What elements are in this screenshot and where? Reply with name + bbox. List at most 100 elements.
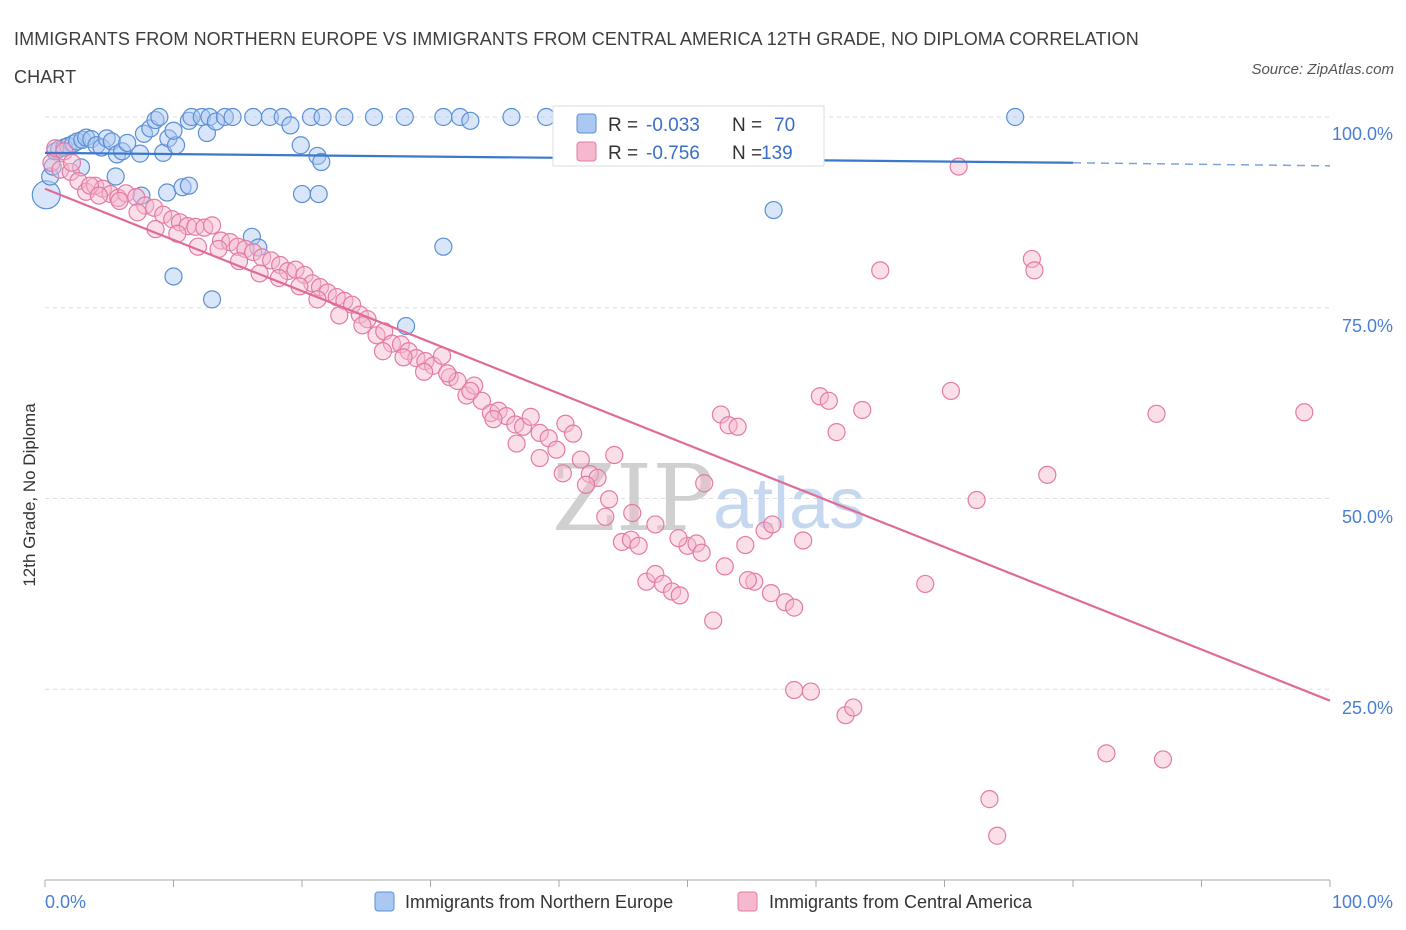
correlation-legend: R = -0.033 N = 70 R = -0.756 N = 139 [552, 105, 825, 167]
data-point-northern-europe [364, 107, 384, 127]
data-point-central-america [394, 348, 413, 367]
legend-r-label: R = [608, 143, 638, 164]
data-point-northern-europe [206, 112, 226, 131]
data-point-central-america [623, 503, 642, 523]
gridlines [45, 116, 1330, 690]
legend-box [552, 105, 825, 167]
data-point-northern-europe [215, 107, 234, 127]
data-point-central-america [704, 611, 723, 630]
data-point-northern-europe [179, 176, 199, 195]
data-point-northern-europe [192, 107, 211, 127]
data-point-central-america [438, 364, 457, 383]
data-point-central-america [547, 440, 566, 459]
data-point-central-america [715, 557, 734, 576]
data-point-northern-europe [292, 184, 312, 204]
data-point-northern-europe [309, 184, 328, 204]
data-point-central-america [145, 198, 164, 217]
data-point-central-america [1295, 403, 1314, 422]
legend-r-label: R = [608, 115, 638, 136]
data-point-northern-europe [434, 237, 453, 256]
y-tick-label: 50.0% [1342, 507, 1393, 527]
data-point-central-america [1153, 750, 1173, 769]
data-point-central-america [1038, 465, 1057, 484]
data-point-central-america [1025, 261, 1044, 280]
legend-n-label: N = [732, 143, 762, 164]
data-point-northern-europe [461, 111, 480, 130]
data-point-northern-europe [1006, 107, 1025, 127]
y-axis-label: 12th Grade, No Diploma [20, 403, 39, 587]
data-point-central-america [844, 698, 863, 717]
series-central-america [42, 107, 1314, 845]
data-point-northern-europe [502, 107, 521, 127]
trend-line-central-america [44, 187, 1331, 702]
data-point-central-america [423, 356, 443, 375]
data-point-central-america [980, 790, 999, 809]
data-point-northern-europe [182, 107, 201, 127]
data-point-central-america [728, 417, 747, 436]
data-point-central-america [571, 450, 590, 469]
data-point-central-america [556, 414, 575, 433]
data-point-central-america [629, 536, 648, 555]
data-point-central-america [513, 417, 533, 436]
data-point-central-america [745, 572, 764, 591]
data-point-central-america [967, 490, 986, 510]
data-point-northern-europe [312, 152, 331, 172]
data-point-central-america [836, 706, 855, 725]
data-point-northern-europe [31, 180, 61, 210]
data-point-central-america [244, 242, 263, 262]
data-point-central-america [484, 410, 503, 429]
data-point-central-america [414, 362, 434, 381]
data-point-central-america [761, 584, 781, 603]
trend-line-northern-europe-extension [1072, 162, 1331, 167]
data-point-northern-europe [537, 107, 556, 127]
data-point-central-america [553, 464, 572, 483]
data-point-central-america [448, 371, 467, 391]
data-point-central-america [116, 184, 136, 203]
bottom-legend-swatch-pink [737, 891, 758, 912]
bottom-legend-swatch-blue [374, 891, 395, 912]
data-point-central-america [827, 423, 846, 442]
data-point-central-america [916, 574, 935, 594]
data-point-central-america [776, 593, 795, 612]
data-point-northern-europe [335, 107, 354, 127]
data-point-central-america [853, 400, 872, 420]
data-point-central-america [692, 543, 711, 562]
legend-swatch-blue [576, 113, 597, 134]
data-point-central-america [353, 316, 372, 335]
legend-n-value: 70 [774, 115, 795, 136]
data-point-central-america [670, 586, 689, 605]
watermark-atlas: atlas [713, 464, 865, 544]
data-point-northern-europe [106, 167, 125, 186]
data-point-northern-europe [244, 107, 263, 127]
data-point-central-america [736, 535, 755, 555]
data-point-central-america [801, 682, 820, 701]
data-point-northern-europe [150, 107, 169, 127]
data-point-central-america [110, 191, 129, 211]
legend-swatch-pink [576, 141, 597, 162]
data-point-northern-europe [202, 290, 222, 309]
data-point-central-america [810, 387, 829, 406]
data-point-northern-europe [281, 116, 300, 135]
data-point-central-america [521, 407, 540, 426]
bottom-legend-central-america: Immigrants from Central America [769, 892, 1033, 912]
data-point-central-america [1147, 404, 1166, 423]
data-point-central-america [61, 162, 80, 182]
legend-n-value: 139 [761, 143, 793, 164]
legend-r-value: -0.033 [646, 115, 700, 136]
data-point-northern-europe [118, 133, 137, 153]
data-point-central-america [588, 468, 607, 487]
data-point-northern-europe [395, 107, 414, 127]
data-point-central-america [62, 153, 82, 172]
data-point-northern-europe [260, 107, 279, 127]
data-point-central-america [794, 531, 813, 550]
data-point-central-america [530, 448, 549, 468]
data-point-central-america [669, 529, 688, 548]
data-point-central-america [646, 564, 665, 584]
data-point-central-america [605, 445, 624, 465]
data-point-northern-europe [97, 129, 116, 148]
data-point-central-america [941, 381, 961, 401]
data-point-central-america [988, 826, 1007, 845]
data-point-northern-europe [92, 138, 111, 157]
data-point-northern-europe [173, 178, 192, 197]
data-point-central-america [819, 391, 838, 410]
